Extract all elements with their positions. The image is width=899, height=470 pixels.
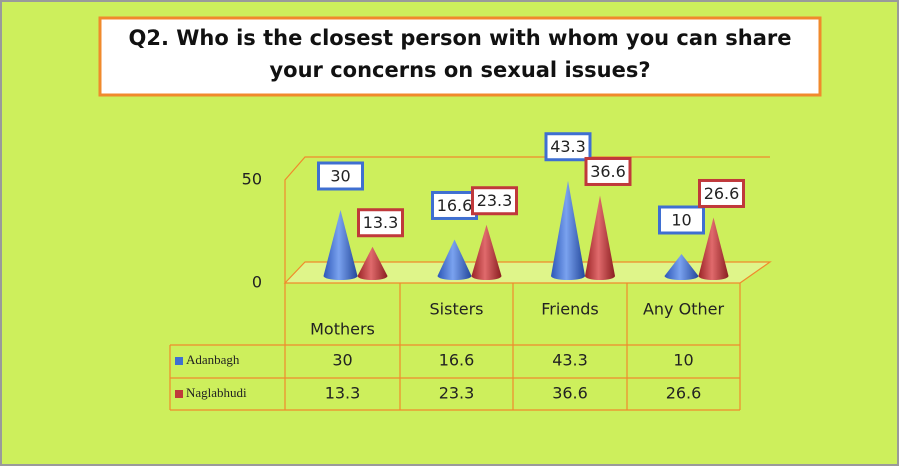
table-value: 10 xyxy=(673,351,693,370)
category-label: Friends xyxy=(541,300,599,319)
cone xyxy=(698,217,729,280)
data-label: 26.6 xyxy=(704,184,740,203)
cone xyxy=(323,210,358,280)
table-value: 30 xyxy=(332,351,352,370)
category-label: Sisters xyxy=(430,300,484,319)
plot-frame xyxy=(283,156,772,284)
cone xyxy=(551,180,585,280)
data-label: 16.6 xyxy=(437,196,473,215)
data-label-box xyxy=(317,161,364,191)
category-label: Mothers xyxy=(310,320,375,339)
cone xyxy=(585,195,615,280)
legend-swatch xyxy=(175,390,183,398)
data-label: 10 xyxy=(671,211,691,230)
data-label-box xyxy=(698,178,745,208)
title-box xyxy=(98,16,822,97)
table-value: 23.3 xyxy=(439,384,475,403)
data-label: 23.3 xyxy=(477,191,513,210)
y-tick-label: 0 xyxy=(252,273,262,292)
data-label-box xyxy=(471,186,518,216)
table-value: 43.3 xyxy=(552,351,588,370)
cone xyxy=(437,239,472,280)
data-label: 36.6 xyxy=(590,162,626,181)
chart-title: Q2. Who is the closest person with whom … xyxy=(128,26,792,82)
cone xyxy=(357,246,388,280)
category-label: Any Other xyxy=(643,300,724,319)
back-wall xyxy=(284,156,770,283)
table-value: 16.6 xyxy=(439,351,475,370)
table-value: 26.6 xyxy=(666,384,702,403)
data-label-box xyxy=(584,156,632,186)
cone xyxy=(664,254,699,280)
data-label-box xyxy=(544,132,592,162)
table-value: 13.3 xyxy=(325,384,361,403)
data-label-box xyxy=(357,208,404,238)
legend-label: Adanbagh xyxy=(186,352,240,367)
legend-swatch xyxy=(175,357,183,365)
cone xyxy=(471,224,502,280)
floor xyxy=(283,261,772,284)
data-label: 30 xyxy=(330,167,350,186)
data-label: 13.3 xyxy=(363,213,399,232)
y-tick-label: 50 xyxy=(242,170,262,189)
data-label: 43.3 xyxy=(550,137,586,156)
title-wrap: Q2. Who is the closest person with whom … xyxy=(128,26,792,82)
legend-label: Naglabhudi xyxy=(186,385,247,400)
data-label-box xyxy=(658,205,705,235)
table-value: 36.6 xyxy=(552,384,588,403)
